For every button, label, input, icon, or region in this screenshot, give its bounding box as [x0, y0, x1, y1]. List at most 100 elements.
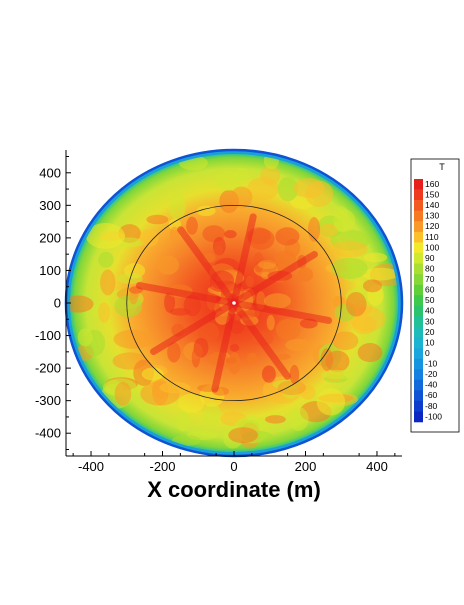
legend-swatch — [414, 316, 423, 328]
field-patch — [156, 255, 180, 275]
field-patch — [98, 302, 111, 323]
field-patch — [266, 315, 275, 331]
legend-swatch — [414, 242, 423, 254]
field-patch — [228, 352, 241, 375]
legend-swatch — [414, 210, 423, 222]
legend-label: 30 — [425, 316, 435, 326]
y-tick-label: -400 — [35, 426, 61, 441]
legend-swatch — [414, 263, 423, 275]
field-patch — [293, 178, 325, 198]
legend-swatch — [414, 326, 423, 338]
x-tick-label: -200 — [149, 459, 175, 474]
hot-streak — [230, 250, 318, 307]
field-patch — [171, 435, 201, 446]
field-patch — [321, 369, 355, 380]
legend-label: 20 — [425, 327, 435, 337]
field-patch — [183, 295, 202, 317]
field-patch — [277, 177, 299, 202]
field-patch — [213, 245, 224, 256]
hot-streak — [230, 299, 333, 324]
field-patch — [164, 292, 176, 313]
field-patch — [196, 205, 216, 217]
temperature-field — [64, 148, 404, 458]
legend-label: 50 — [425, 295, 435, 305]
field-patch — [258, 259, 277, 270]
field-patch — [275, 318, 301, 341]
field-patch — [191, 347, 201, 368]
field-patch — [362, 279, 382, 293]
legend-label: 70 — [425, 274, 435, 284]
field-patch — [168, 218, 182, 231]
hot-streak — [230, 213, 257, 307]
field-patch — [114, 381, 132, 406]
field-patch — [229, 343, 240, 352]
center-point — [232, 301, 236, 305]
field-patch — [202, 402, 221, 426]
legend-title: T — [439, 162, 445, 172]
field-patch — [332, 331, 359, 351]
legend-swatch — [414, 295, 423, 307]
field-patch — [197, 322, 220, 343]
field-patch — [331, 257, 368, 279]
field-patch — [66, 295, 94, 313]
field-patch — [246, 352, 258, 364]
x-tick-label: 0 — [230, 459, 237, 474]
legend-label: -100 — [425, 411, 442, 421]
legend-swatch — [414, 379, 423, 391]
field-patch — [214, 170, 242, 191]
field-patch — [85, 222, 125, 249]
axes: -400 -200 0 200 400 400 300 200 100 0 -100 -200 -300… — [35, 150, 402, 502]
field-patch — [289, 364, 300, 385]
field-patch — [178, 393, 205, 413]
field-patch — [333, 209, 356, 233]
field-patch — [297, 267, 314, 282]
field-patch — [352, 315, 377, 335]
legend-label: 100 — [425, 242, 439, 252]
field-patch — [224, 229, 237, 239]
field-patch — [230, 186, 253, 209]
field-patch — [186, 216, 198, 235]
hot-streak — [135, 282, 238, 307]
field-patch — [129, 290, 138, 305]
legend-swatch — [414, 200, 423, 211]
legend-swatch — [414, 358, 423, 370]
field-patch — [98, 251, 114, 268]
x-tick-label: -400 — [78, 459, 104, 474]
field-patch — [228, 427, 258, 444]
colorbar-legend: T160150140130120110100908070605040302010… — [410, 158, 460, 433]
legend-label: 120 — [425, 221, 439, 231]
legend-label: 90 — [425, 253, 435, 263]
legend-swatch — [414, 411, 423, 423]
legend-label: 160 — [425, 179, 439, 189]
legend-swatch — [414, 305, 423, 317]
field-patch — [77, 328, 93, 347]
x-axis-label: X coordinate (m) — [147, 477, 321, 502]
legend-label: 40 — [425, 306, 435, 316]
legend-label: 130 — [425, 211, 439, 221]
field-patch — [159, 381, 191, 394]
legend-label: 10 — [425, 337, 435, 347]
field-patch — [146, 214, 169, 225]
y-tick-label: 400 — [39, 165, 61, 180]
field-patch — [288, 406, 309, 431]
legend-label: -60 — [425, 390, 438, 400]
field-patch — [320, 348, 334, 372]
legend-swatch — [414, 284, 423, 296]
field-patch — [357, 343, 383, 363]
legend-label: 110 — [425, 232, 439, 242]
x-tick-label: 400 — [366, 459, 388, 474]
field-patch — [275, 353, 291, 360]
legend-swatch — [414, 400, 423, 412]
legend-swatch — [414, 348, 423, 359]
field-patch — [363, 252, 388, 263]
field-patch — [331, 240, 368, 258]
field-patch — [345, 291, 367, 317]
legend-label: -20 — [425, 369, 438, 379]
field-patch — [167, 342, 181, 363]
legend-swatch — [414, 390, 423, 402]
legend-swatch — [414, 179, 423, 190]
field-patch — [361, 267, 400, 281]
field-patch — [319, 223, 339, 237]
field-patch — [139, 229, 159, 247]
